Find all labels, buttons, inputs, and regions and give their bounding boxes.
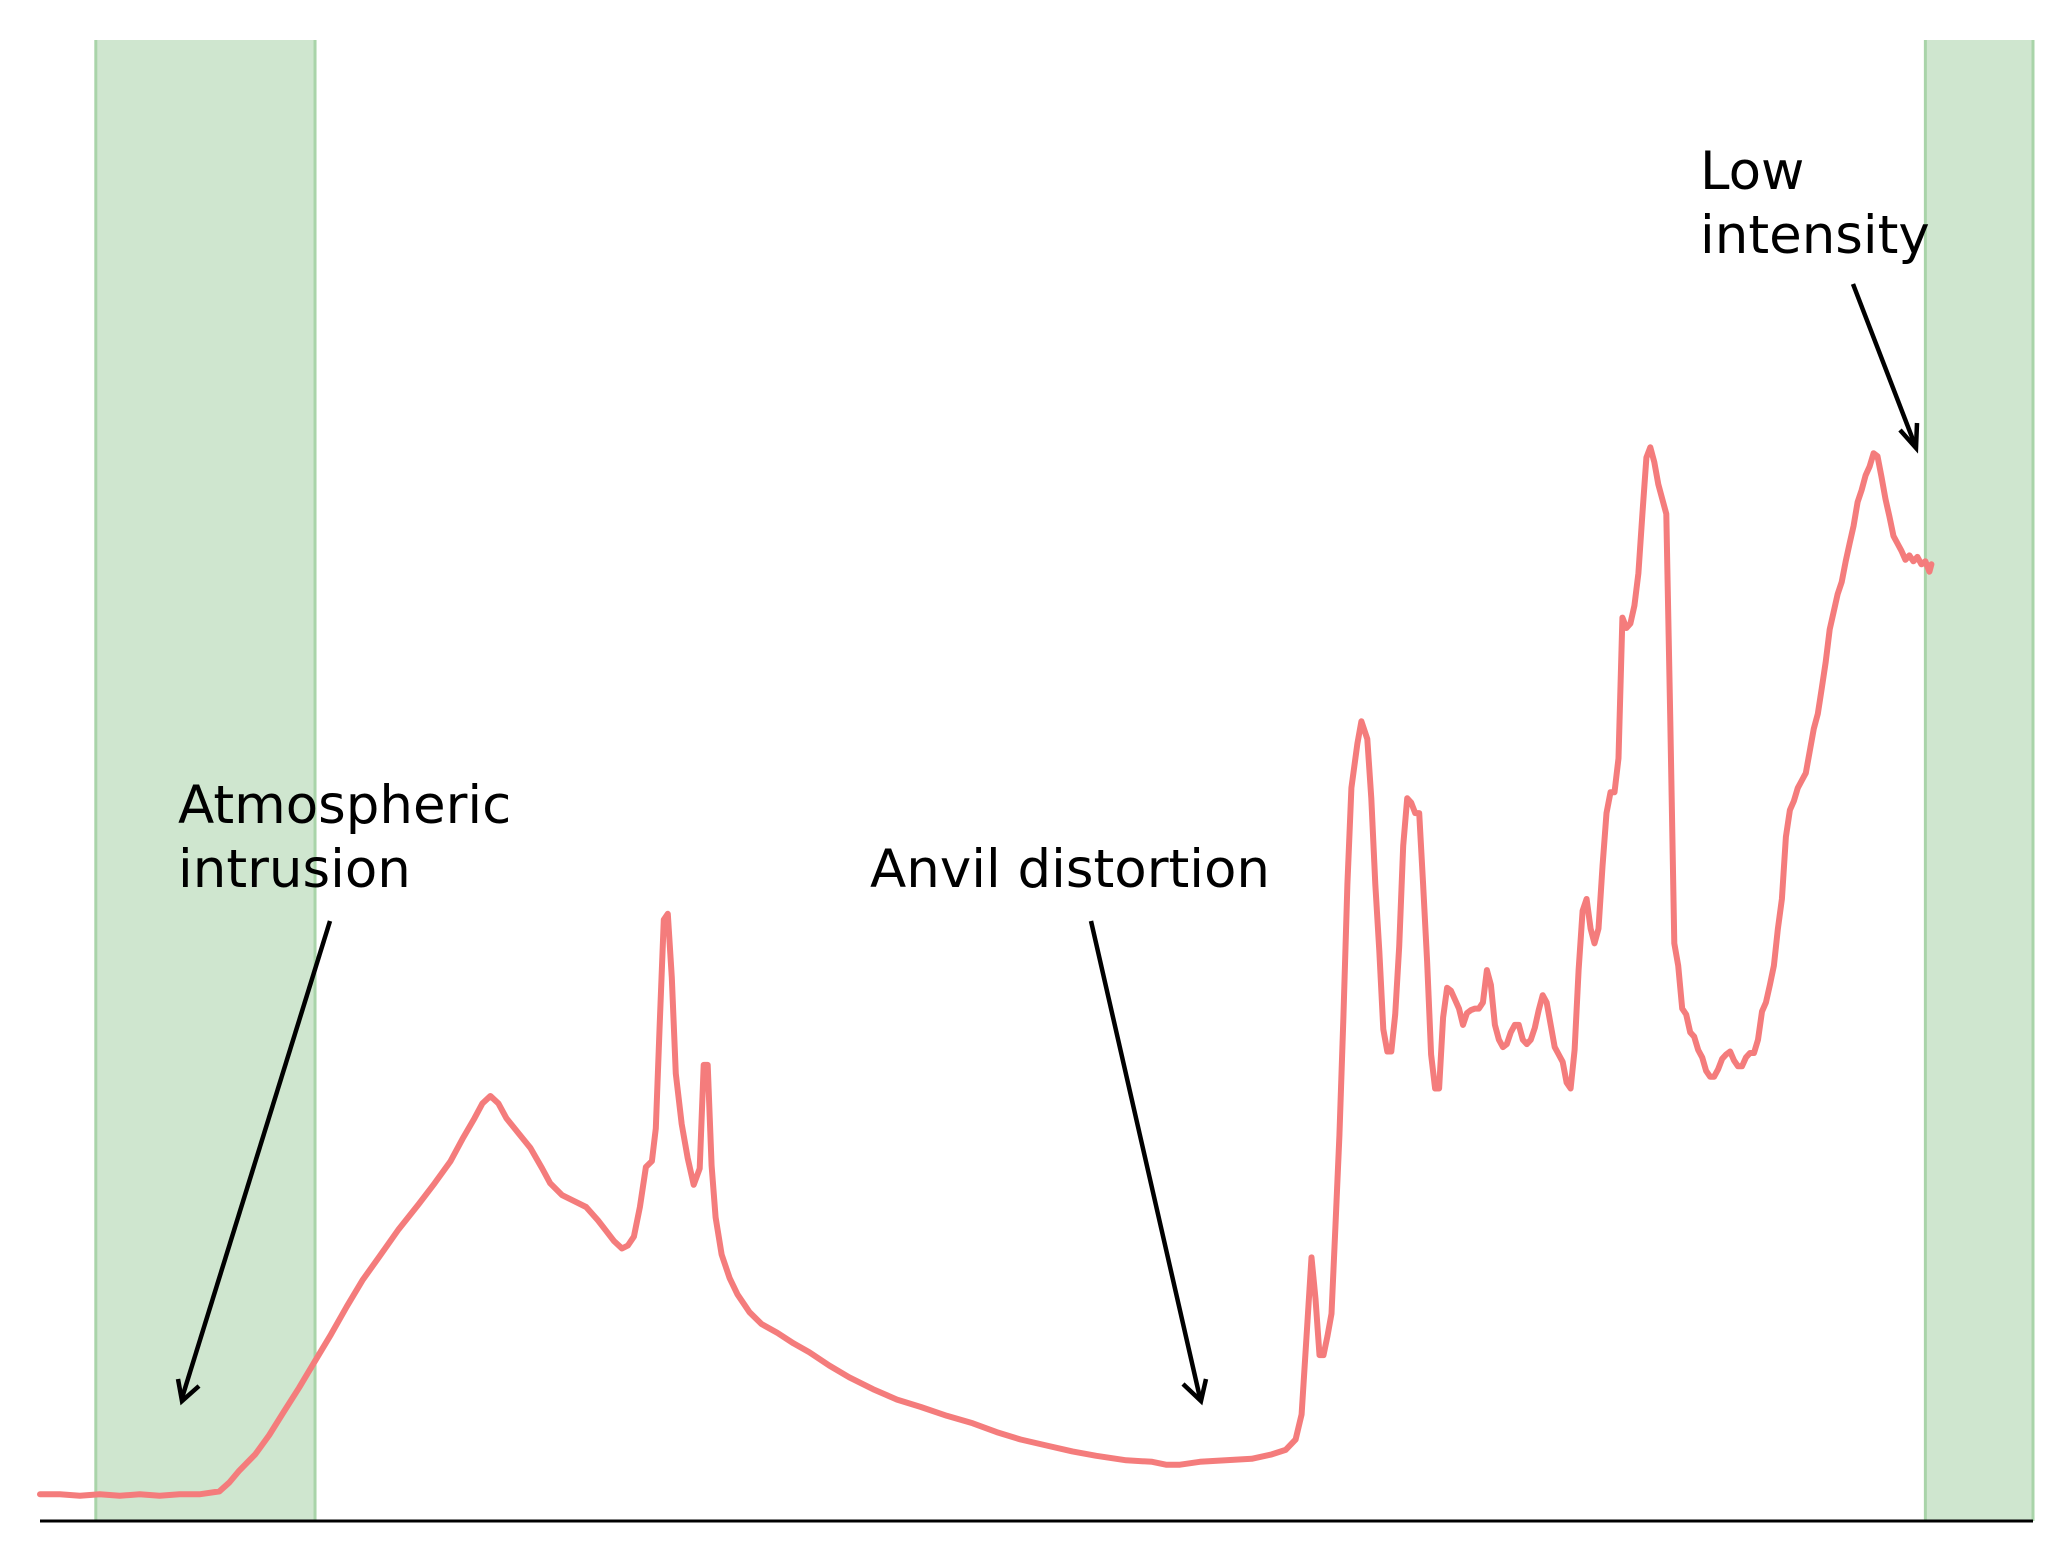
annotation-arrowhead (1181, 1378, 1209, 1406)
annotation-text-line: intrusion (178, 839, 411, 900)
annotation-arrow (1088, 920, 1203, 1399)
svg-text:Anvil distortion: Anvil distortion (870, 839, 1270, 900)
annotation-arrowhead (1898, 422, 1920, 454)
svg-text:Low intensity: Low intensity (1700, 141, 1930, 266)
highlight-region (95, 40, 316, 1521)
annotation-text-line: Anvil distortion (870, 839, 1270, 900)
series-group (37, 444, 1935, 1499)
annotation-arrow (179, 920, 333, 1399)
annotation-text-line: Low (1700, 141, 1804, 202)
highlight-region (1925, 40, 2033, 1521)
annotation-text-line: Atmospheric (178, 775, 511, 836)
annotation-atmospheric-intrusion: Atmospheric intrusion (175, 775, 528, 1406)
annotation-arrow (1850, 283, 1918, 446)
annotation-arrowhead (175, 1378, 201, 1406)
annotation-anvil-distortion: Anvil distortion (870, 839, 1270, 1406)
highlight-regions (94, 40, 2035, 1521)
series-line (37, 444, 1935, 1499)
svg-text:Atmospheric intrusion: Atmospheric intrusion (178, 775, 528, 900)
annotation-low-intensity: Low intensity (1700, 141, 1930, 454)
annotation-text-line: intensity (1700, 205, 1930, 266)
